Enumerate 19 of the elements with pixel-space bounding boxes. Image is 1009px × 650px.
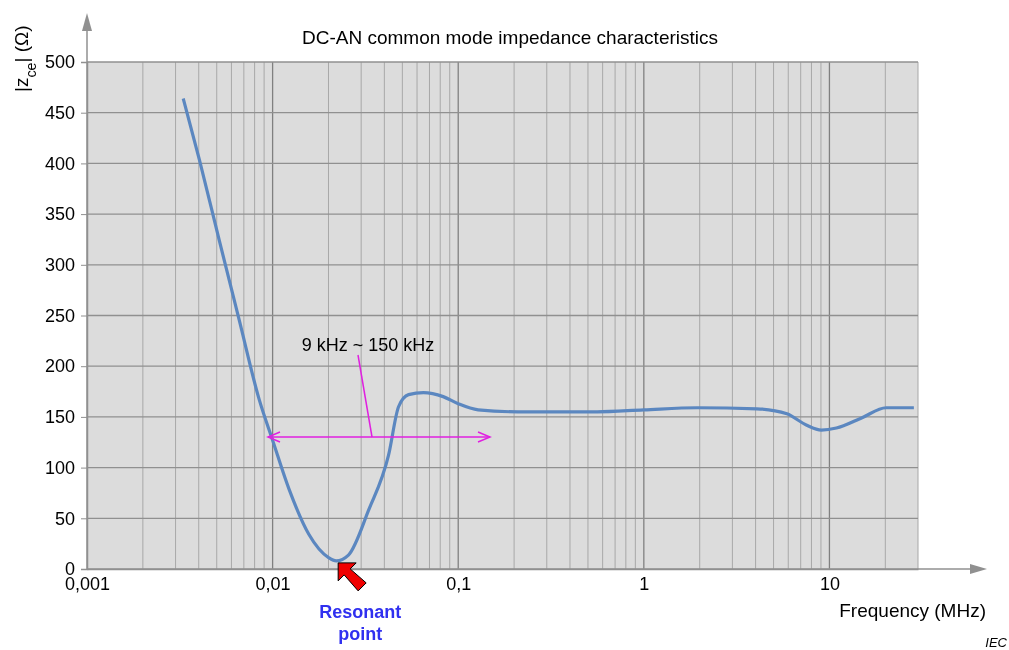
y-tick-label: 450 (44, 102, 75, 123)
y-tick-label: 300 (44, 255, 75, 276)
y-tick-label: 350 (44, 204, 75, 225)
chart-title: DC-AN common mode impedance characteristics (301, 27, 719, 48)
annotation: Resonant point (319, 602, 402, 644)
annotation: 9 kHz ~ 150 kHz (301, 335, 435, 355)
y-tick-label: 50 (54, 508, 75, 529)
y-tick-label: 250 (44, 305, 75, 326)
y-tick-label: 150 (44, 407, 75, 428)
y-tick-label: 200 (44, 356, 75, 377)
x-tick-label: 10 (819, 573, 840, 594)
y-tick-label: 400 (44, 153, 75, 174)
text: IEC (985, 635, 1008, 650)
y-tick-label: 500 (44, 52, 75, 73)
x-tick-label: 1 (639, 573, 650, 594)
y-tick-label: 100 (44, 457, 75, 478)
x-tick-label: 0,01 (255, 573, 291, 594)
x-axis-title: Frequency (MHz) (839, 600, 986, 621)
x-tick-label: 0,1 (446, 573, 472, 594)
